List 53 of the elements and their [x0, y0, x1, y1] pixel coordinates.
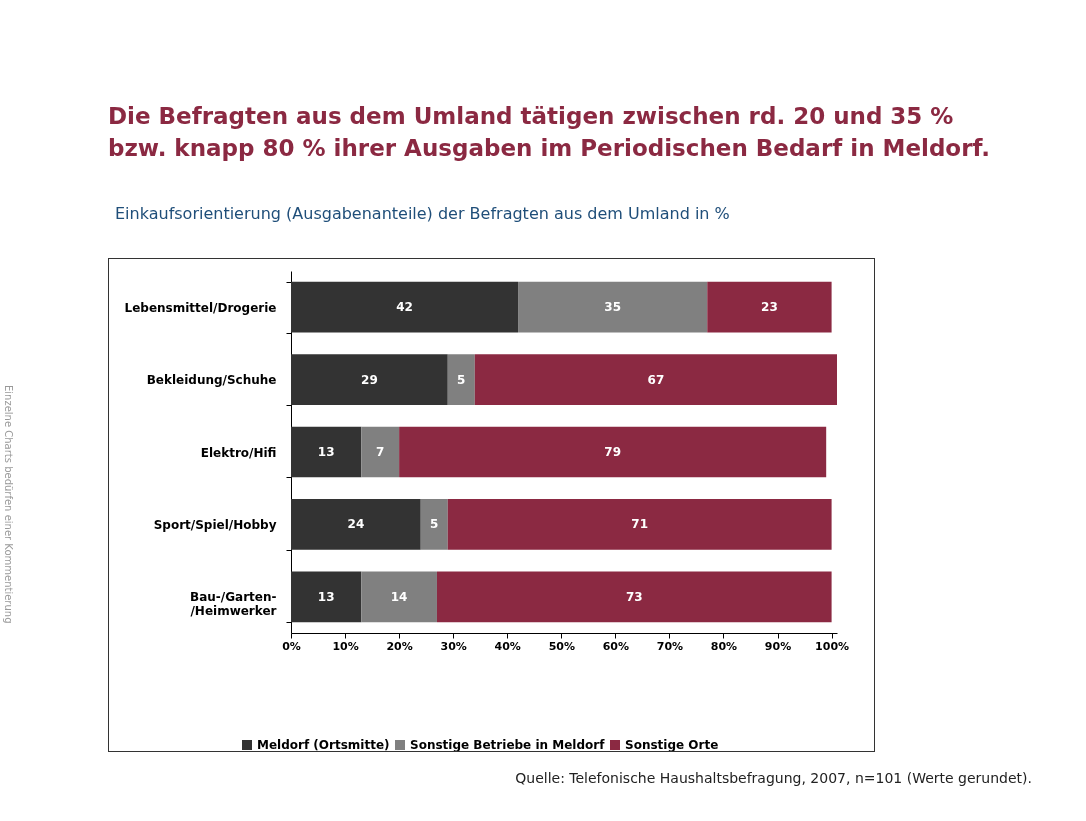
- y-tick-label: Lebensmittel/Drogerie: [124, 300, 277, 315]
- x-tick-label: 10%: [332, 639, 359, 653]
- chart-subtitle: Einkaufsorientierung (Ausgabenanteile) der Befragten aus dem Umland in %: [115, 204, 730, 223]
- data-label: 67: [647, 372, 665, 387]
- bar: [291, 571, 362, 623]
- data-label: 7: [376, 445, 385, 459]
- x-tick-label: 0%: [282, 639, 301, 653]
- x-tick-label: 80%: [710, 639, 738, 653]
- x-tick-label: 30%: [440, 639, 467, 653]
- data-label: 71: [631, 517, 649, 532]
- legend-label: Sonstige Orte: [625, 738, 719, 752]
- data-label: 35: [604, 300, 622, 315]
- bar: [707, 281, 832, 333]
- bar: [291, 426, 362, 478]
- x-tick-label: 50%: [548, 639, 575, 653]
- bar: [291, 499, 421, 550]
- chart-title: Die Befragten aus dem Umland tätigen zwischen rd. 20 und 35 % bzw. knapp 80 % ihrer Ausgaben im Periodischen Bedarf in Meldorf.: [108, 102, 990, 163]
- data-label: 13: [317, 445, 335, 459]
- text: Einzelne Charts bedürfen einer Kommentierung: [3, 385, 14, 624]
- x-tick-label: 20%: [386, 639, 413, 653]
- y-tick-label: Sport/Spiel/Hobby: [153, 517, 277, 532]
- y-tick-label: Bau-/Garten- /Heimwerker: [190, 590, 277, 619]
- source-note: Quelle: Telefonische Haushaltsbefragung, 2007, n=101 (Werte gerundet).: [515, 770, 1032, 786]
- x-tick-label: 90%: [764, 639, 792, 653]
- legend-label: Sonstige Betriebe in Meldorf: [410, 738, 606, 752]
- x-tick-label: 40%: [494, 639, 521, 653]
- data-label: 24: [347, 517, 365, 532]
- data-label: 42: [396, 300, 413, 315]
- x-tick-label: 70%: [656, 639, 684, 653]
- data-label: 5: [430, 517, 439, 532]
- bar: [361, 571, 437, 623]
- bar: [291, 354, 448, 405]
- bar: [436, 571, 832, 623]
- y-tick-label: Bekleidung/Schuhe: [146, 373, 277, 388]
- bar: [447, 354, 475, 405]
- data-label: 23: [761, 300, 778, 315]
- x-tick-label: 100%: [815, 639, 850, 653]
- bar: [518, 281, 708, 333]
- data-label: 14: [390, 589, 408, 604]
- bar: [420, 499, 448, 550]
- data-label: 5: [457, 372, 466, 387]
- data-label: 13: [317, 589, 335, 604]
- legend-label: Meldorf (Ortsmitte): [257, 738, 390, 752]
- data-label: 29: [361, 372, 378, 387]
- bar: [474, 354, 837, 405]
- x-tick-label: 60%: [602, 639, 630, 653]
- y-tick-label: Elektro/Hifi: [200, 445, 277, 460]
- bar: [399, 426, 827, 478]
- bar: [361, 426, 400, 478]
- bar: [447, 499, 832, 550]
- bar: [291, 281, 519, 333]
- data-label: 73: [625, 589, 643, 604]
- data-label: 79: [604, 445, 622, 459]
